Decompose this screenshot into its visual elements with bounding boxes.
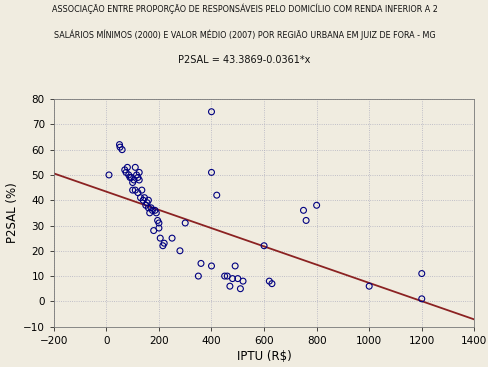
Point [142,202,149,208]
Point [134,190,142,196]
Point [139,197,147,203]
Point [265,278,273,284]
Point [124,172,132,178]
Point [207,263,215,269]
Point [417,296,425,302]
Point [118,147,126,153]
Point [148,207,156,213]
Point [159,243,166,249]
Point [151,207,159,213]
Point [223,273,231,279]
Text: P2SAL = 43.3869-0.0361*x: P2SAL = 43.3869-0.0361*x [178,55,310,65]
Point [128,187,136,193]
Point [168,235,176,241]
Point [260,243,267,249]
Point [138,187,145,193]
Point [144,197,152,203]
Point [131,164,139,170]
Point [143,200,151,206]
Point [131,187,139,193]
Point [207,109,215,115]
Point [140,195,148,201]
Text: SALÁRIOS MÍNIMOS (2000) E VALOR MÉDIO (2007) POR REGIÃO URBANA EM JUIZ DE FORA -: SALÁRIOS MÍNIMOS (2000) E VALOR MÉDIO (2… [54,29,434,40]
Point [116,144,123,150]
Point [194,273,202,279]
Point [155,225,163,231]
Point [147,205,155,211]
Point [239,278,246,284]
Point [121,167,128,173]
Point [197,261,204,266]
Point [115,142,123,148]
Point [128,179,136,185]
Point [135,177,143,183]
Point [126,175,134,181]
Point [134,175,142,181]
Point [312,202,320,208]
Point [236,286,244,292]
X-axis label: IPTU (R$): IPTU (R$) [236,350,291,363]
Point [207,170,215,175]
Point [122,170,130,175]
Point [233,276,241,281]
Point [152,210,160,216]
Point [176,248,183,254]
Point [417,270,425,276]
Point [155,220,163,226]
Point [220,273,228,279]
Point [144,205,152,211]
Point [231,263,239,269]
Point [130,177,138,183]
Point [136,195,144,201]
Point [153,218,161,224]
Point [132,172,140,178]
Point [156,235,164,241]
Point [299,207,307,213]
Point [267,281,275,287]
Y-axis label: P2SAL (%): P2SAL (%) [6,182,19,243]
Point [145,210,153,216]
Point [160,240,168,246]
Point [123,164,131,170]
Point [365,283,372,289]
Point [225,283,233,289]
Point [135,170,143,175]
Point [212,192,220,198]
Point [105,172,113,178]
Point [127,175,135,181]
Point [149,228,157,233]
Text: ASSOCIAÇÃO ENTRE PROPORÇÃO DE RESPONSÁVEIS PELO DOMICÍLIO COM RENDA INFERIOR A 2: ASSOCIAÇÃO ENTRE PROPORÇÃO DE RESPONSÁVE… [51,4,437,14]
Point [228,276,236,281]
Point [181,220,189,226]
Point [302,218,309,224]
